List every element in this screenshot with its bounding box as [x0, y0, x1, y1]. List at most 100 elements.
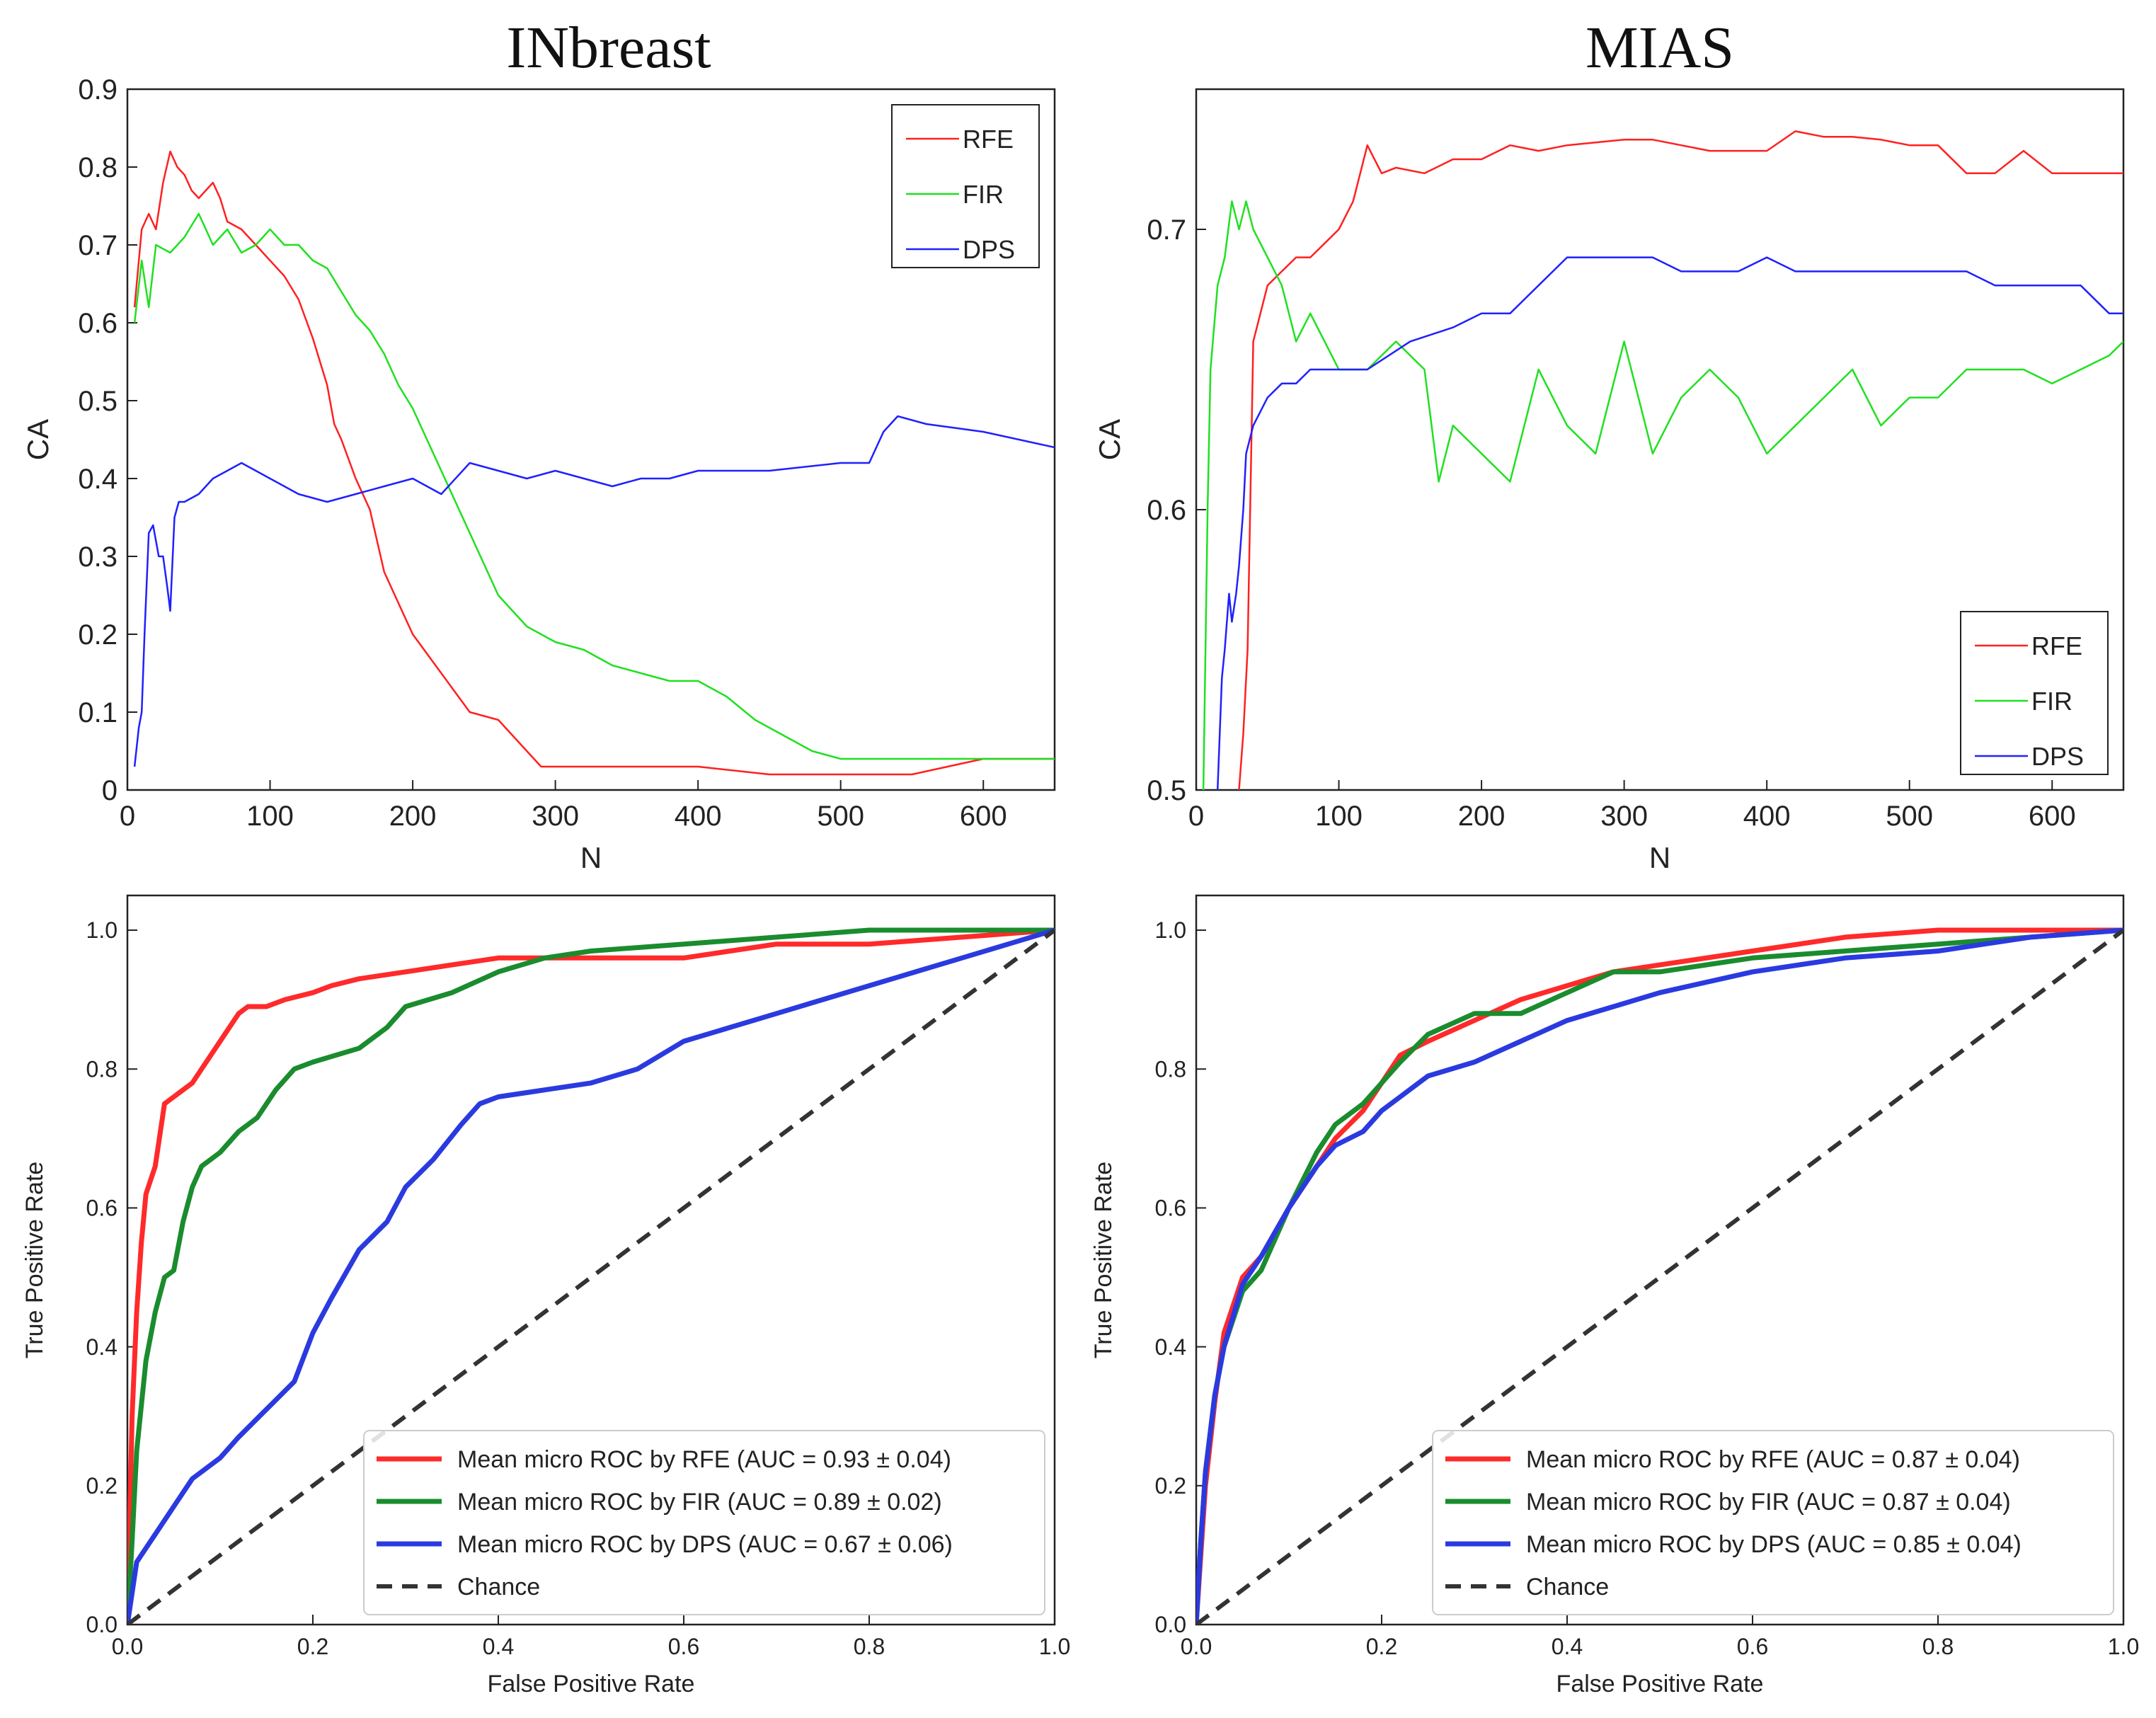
- series-line-dps: [133, 415, 1055, 767]
- y-tick-label: 1.0: [86, 917, 117, 943]
- x-tick-label: 400: [675, 801, 722, 832]
- legend-label: Mean micro ROC by FIR (AUC = 0.89 ± 0.02…: [457, 1489, 942, 1516]
- x-axis-label: N: [1649, 841, 1670, 874]
- legend-box: [363, 1430, 1045, 1615]
- y-tick-label: 0.0: [1155, 1612, 1186, 1637]
- y-tick-label: 0.4: [1155, 1334, 1186, 1360]
- y-tick-label: 0.4: [78, 464, 117, 495]
- y-tick-label: 0.7: [78, 230, 117, 261]
- x-tick-label: 0.4: [1552, 1634, 1583, 1659]
- x-tick-label: 0.2: [297, 1634, 328, 1659]
- series-line-mean-micro-roc-by-rfe-auc-0-93-0-04-: [127, 927, 1055, 1625]
- legend: RFE FIR DPS: [1960, 611, 2109, 775]
- legend: RFE FIR DPS: [891, 104, 1040, 268]
- series-line-fir: [1202, 200, 2123, 790]
- y-tick-label: 0.1: [78, 697, 117, 728]
- series-line-mean-micro-roc-by-dps-auc-0-85-0-04-: [1196, 927, 2123, 1625]
- legend: Mean micro ROC by RFE (AUC = 0.87 ± 0.04…: [1432, 1430, 2114, 1615]
- y-tick-label: 0.6: [1155, 1196, 1186, 1221]
- legend-box: [1960, 611, 2109, 775]
- x-tick-label: 0.2: [1366, 1634, 1397, 1659]
- x-tick-label: 0.6: [668, 1634, 699, 1659]
- x-tick-label: 400: [1743, 801, 1791, 832]
- x-tick-label: 1.0: [1039, 1634, 1070, 1659]
- x-tick-label: 100: [246, 801, 294, 832]
- legend-label: Mean micro ROC by RFE (AUC = 0.87 ± 0.04…: [1526, 1446, 2020, 1473]
- y-axis-label: True Positive Rate: [1090, 1162, 1117, 1358]
- y-tick-label: 0.6: [1147, 495, 1186, 526]
- x-tick-label: 0: [120, 801, 135, 832]
- y-tick-label: 1.0: [1155, 917, 1186, 943]
- legend-label: DPS: [2031, 742, 2084, 771]
- x-tick-label: 600: [2029, 801, 2076, 832]
- x-tick-label: 0.0: [112, 1634, 143, 1659]
- legend-label: FIR: [2031, 687, 2072, 716]
- x-tick-label: 300: [1600, 801, 1648, 832]
- x-tick-label: 100: [1315, 801, 1363, 832]
- legend-label: Mean micro ROC by FIR (AUC = 0.87 ± 0.04…: [1526, 1489, 2011, 1516]
- series-line-chance: [1196, 928, 2123, 1625]
- y-tick-label: 0.8: [78, 152, 117, 183]
- x-tick-label: 0.0: [1181, 1634, 1212, 1659]
- y-tick-label: 0.6: [78, 308, 117, 339]
- legend: Mean micro ROC by RFE (AUC = 0.93 ± 0.04…: [363, 1430, 1045, 1615]
- x-axis-label: N: [580, 841, 602, 874]
- series-line-mean-micro-roc-by-fir-auc-0-89-0-02-: [127, 927, 1055, 1625]
- chart-roc_inbreast: 0.0 0.2 0.4 0.6 0.8 1.0 0.0 0.2 0.4 0.6 0.8 1.0 Fals…: [21, 894, 1070, 1697]
- y-axis-label: True Positive Rate: [21, 1162, 48, 1358]
- y-axis-label: CA: [1093, 419, 1126, 460]
- legend-label: FIR: [963, 180, 1004, 209]
- y-tick-label: 0.9: [78, 74, 117, 105]
- legend-label: RFE: [2031, 631, 2082, 660]
- x-tick-label: 600: [960, 801, 1007, 832]
- y-tick-label: 0.8: [86, 1056, 117, 1082]
- series-line-mean-micro-roc-by-dps-auc-0-67-0-06-: [127, 927, 1055, 1625]
- y-tick-label: 0.2: [86, 1473, 117, 1499]
- y-tick-label: 0.4: [86, 1334, 117, 1360]
- x-axis-label: False Positive Rate: [1556, 1671, 1764, 1697]
- legend-label: RFE: [963, 125, 1014, 154]
- chart-ca_mias: 0 100 200 300 400 500 600 0.5 0.6 0.7 MIAS N CA RFE FI…: [1093, 15, 2125, 874]
- legend-label: Chance: [1526, 1574, 1609, 1600]
- y-tick-label: 0.2: [1155, 1473, 1186, 1499]
- x-tick-label: 500: [1886, 801, 1933, 832]
- x-tick-label: 0.8: [854, 1634, 885, 1659]
- x-tick-label: 200: [1458, 801, 1506, 832]
- y-tick-label: 0.8: [1155, 1056, 1186, 1082]
- chart-ca_inbreast: 0 100 200 300 400 500 600 0 0.1 0.2 0.3 0.4 0.5 0.6 0.…: [21, 15, 1056, 874]
- chart-title: MIAS: [1586, 15, 1734, 81]
- y-tick-label: 0: [102, 775, 117, 806]
- legend-label: DPS: [963, 235, 1015, 264]
- y-tick-label: 0.5: [1147, 775, 1186, 806]
- y-tick-label: 0.6: [86, 1196, 117, 1221]
- x-tick-label: 1.0: [2108, 1634, 2139, 1659]
- x-tick-label: 0.8: [1922, 1634, 1954, 1659]
- series-line-chance: [127, 928, 1055, 1625]
- series-line-fir: [133, 212, 1055, 760]
- x-tick-label: 0: [1188, 801, 1204, 832]
- x-tick-label: 0.6: [1737, 1634, 1768, 1659]
- chart-roc_mias: 0.0 0.2 0.4 0.6 0.8 1.0 0.0 0.2 0.4 0.6 0.8 1.0 Fals…: [1090, 894, 2139, 1697]
- legend-label: Mean micro ROC by DPS (AUC = 0.85 ± 0.04…: [1526, 1531, 2022, 1558]
- legend-label: Mean micro ROC by RFE (AUC = 0.93 ± 0.04…: [457, 1446, 951, 1473]
- x-axis-label: False Positive Rate: [488, 1671, 695, 1697]
- legend-box: [891, 104, 1040, 268]
- x-tick-label: 200: [389, 801, 437, 832]
- series-line-rfe: [1238, 130, 2123, 790]
- y-tick-label: 0.5: [78, 386, 117, 417]
- y-tick-label: 0.0: [86, 1612, 117, 1637]
- y-tick-label: 0.7: [1147, 214, 1186, 246]
- legend-label: Chance: [457, 1574, 540, 1600]
- x-tick-label: 500: [817, 801, 864, 832]
- chart-title: INbreast: [506, 15, 711, 81]
- y-axis-label: CA: [21, 419, 55, 460]
- y-tick-label: 0.2: [78, 619, 117, 651]
- x-tick-label: 300: [532, 801, 579, 832]
- legend-label: Mean micro ROC by DPS (AUC = 0.67 ± 0.06…: [457, 1531, 953, 1558]
- y-tick-label: 0.3: [78, 542, 117, 573]
- legend-box: [1432, 1430, 2114, 1615]
- series-line-rfe: [133, 150, 1055, 776]
- series-line-dps: [1216, 256, 2123, 790]
- x-tick-label: 0.4: [483, 1634, 514, 1659]
